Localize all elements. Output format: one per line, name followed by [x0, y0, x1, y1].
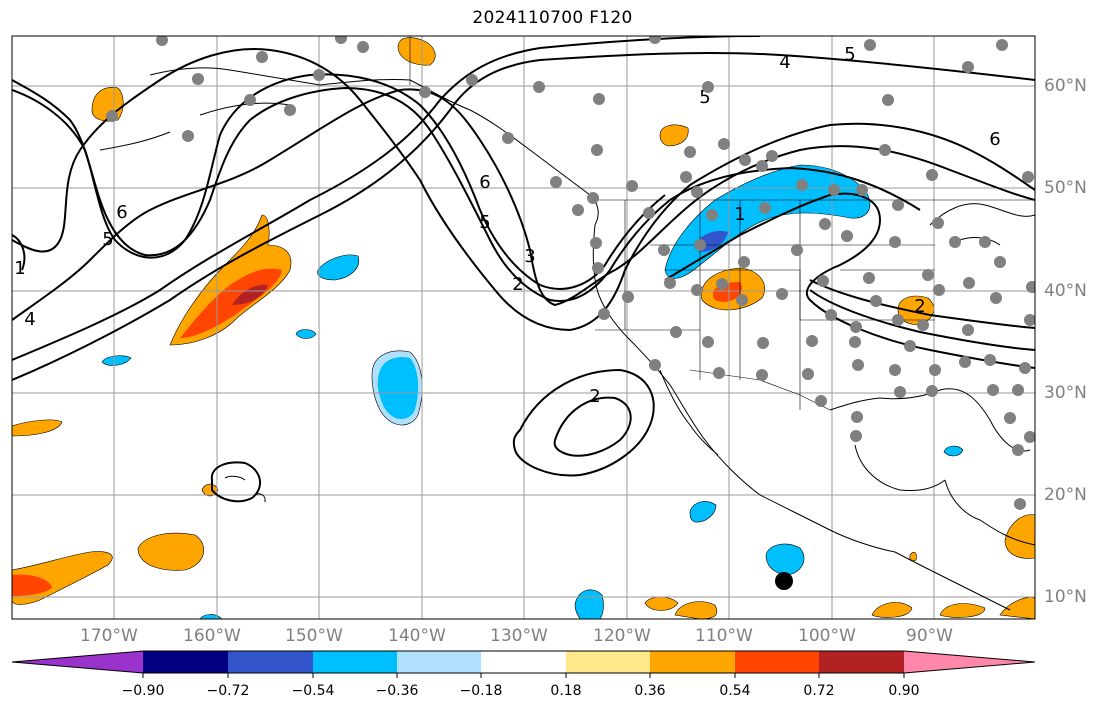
positive-anomaly-left-edge — [12, 419, 63, 437]
positive-anomaly-caribbean — [1004, 514, 1035, 559]
negative-anomaly-ocean-north — [317, 254, 360, 281]
contour-label: 2 — [512, 274, 523, 295]
contour-label: 5 — [479, 212, 490, 233]
contour-label: 4 — [24, 309, 35, 330]
contour-label: 6 — [116, 202, 127, 223]
negative-anomaly-baja — [689, 501, 717, 523]
colorbar-tick-label: −0.36 — [375, 683, 419, 699]
colorbar-segment — [735, 651, 819, 673]
contour-label: 1 — [734, 204, 745, 225]
lat-label-30n: 30°N — [1044, 383, 1087, 403]
lon-label-130w: 130°W — [490, 626, 548, 646]
negative-anomaly-small-1 — [295, 329, 317, 339]
contour-label: 2 — [914, 296, 925, 317]
contour-labels: 4 5 6 6 5 1 2 3 2 1 6 5 4 5 2 — [14, 44, 1000, 407]
positive-anomaly-bottom-right — [999, 596, 1035, 619]
lat-label-60n: 60°N — [1044, 76, 1087, 96]
colorbar-segment — [481, 651, 566, 673]
positive-anomaly-west-tropics-inner — [12, 574, 52, 596]
lat-label-20n: 20°N — [1044, 485, 1087, 505]
colorbar-max-extend — [904, 651, 1035, 673]
lon-label-160w: 160°W — [183, 626, 241, 646]
colorbar-segment — [228, 651, 313, 673]
colorbar-segment — [313, 651, 397, 673]
lon-label-150w: 150°W — [285, 626, 343, 646]
contour-label: 5 — [102, 229, 113, 250]
lat-label-40n: 40°N — [1044, 281, 1087, 301]
map-title: 2024110700 F120 — [472, 8, 633, 28]
positive-anomaly-bottom-3 — [871, 602, 913, 618]
colorbar-segment — [143, 651, 228, 673]
colorbar-segment — [819, 651, 904, 673]
contour-label: 6 — [989, 129, 1000, 150]
colorbar-tick-label: 0.54 — [719, 683, 751, 699]
colorbar-tick-label: −0.54 — [291, 683, 335, 699]
contour-label: 2 — [589, 386, 600, 407]
colorbar-tick-label: 0.36 — [634, 683, 666, 699]
contour-label: 5 — [844, 44, 855, 65]
contour-label: 1 — [14, 258, 25, 279]
positive-anomaly-bottom-4 — [939, 603, 986, 618]
lon-label-120w: 120°W — [593, 626, 651, 646]
colorbar-segment — [566, 651, 650, 673]
colorbar-min-extend — [12, 651, 143, 673]
lat-label-10n: 10°N — [1044, 587, 1087, 607]
colorbar — [11, 650, 1036, 678]
height-contours — [12, 36, 1035, 503]
colorbar-tick-label: 0.90 — [888, 683, 920, 699]
positive-anomaly-central-america — [909, 551, 917, 562]
station-markers — [106, 36, 1035, 510]
lon-label-90w: 90°W — [906, 626, 953, 646]
colorbar-tick-label: −0.72 — [206, 683, 250, 699]
lat-label-50n: 50°N — [1044, 178, 1087, 198]
point-marker — [775, 572, 793, 590]
contour-label: 6 — [479, 172, 490, 193]
colorbar-tick-label: −0.90 — [121, 683, 165, 699]
negative-anomaly-gulf — [943, 445, 964, 457]
positive-anomaly-central-tropics — [137, 532, 204, 571]
colorbar-segment — [650, 651, 735, 673]
lon-label-100w: 100°W — [798, 626, 856, 646]
contour-label: 4 — [779, 52, 790, 73]
positive-anomaly-bottom-1 — [644, 596, 679, 611]
lon-label-110w: 110°W — [695, 626, 753, 646]
negative-anomaly-mexico-pacific — [765, 543, 805, 576]
negative-anomaly-small-2 — [101, 355, 132, 366]
contour-label: 5 — [699, 87, 710, 108]
colorbar-tick-label: 0.18 — [550, 683, 582, 699]
colorbar-tick-label: −0.18 — [459, 683, 503, 699]
contour-label: 3 — [524, 246, 535, 267]
negative-anomaly-ocean-mid-inner — [377, 357, 419, 420]
colorbar-tick-label: 0.72 — [803, 683, 835, 699]
lon-label-140w: 140°W — [388, 626, 446, 646]
map-frame — [11, 35, 1036, 620]
colorbar-segment — [397, 651, 481, 673]
lon-label-170w: 170°W — [80, 626, 138, 646]
positive-anomaly-pacific-core — [232, 284, 268, 305]
positive-anomaly-bc — [659, 124, 689, 147]
